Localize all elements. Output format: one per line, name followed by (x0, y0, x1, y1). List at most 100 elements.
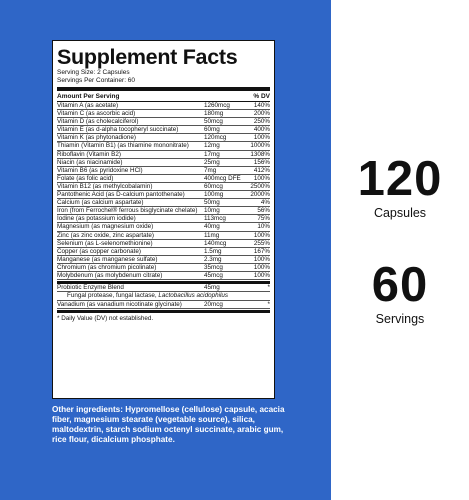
nutrient-name: Folate (as folic acid) (57, 174, 114, 182)
blend-components-italic: Lactobacillus acidophilus (158, 292, 229, 300)
nutrient-amount: 11mg (204, 231, 220, 239)
nutrient-dv: 400% (253, 126, 270, 134)
table-header: Amount Per Serving % DV (57, 92, 270, 101)
nutrient-name: Zinc (as zinc oxide, zinc aspartate) (57, 231, 154, 239)
nutrient-name: Manganese (as manganese sulfate) (57, 255, 158, 263)
vanadium-name: Vanadium (as vanadium nicotinate glycina… (57, 301, 182, 309)
nutrient-dv: 100% (253, 174, 270, 182)
facts-title: Supplement Facts (57, 45, 238, 69)
dv-header: % DV (253, 93, 270, 100)
nutrient-dv: 4% (260, 199, 270, 207)
nutrient-amount: 113mcg (204, 215, 226, 223)
nutrient-name: Niacin (as niacinamide) (57, 158, 123, 166)
nutrient-row: Riboflavin (Vitamin B2) 17mg 1308% (57, 151, 270, 159)
nutrient-amount: 45mcg (204, 271, 223, 279)
nutrient-amount: 140mcg (204, 239, 227, 247)
servings-count: 60 Servings (331, 259, 469, 327)
nutrient-row: Magnesium (as magnesium oxide) 40mg 10% (57, 223, 270, 232)
supplement-facts-panel: Supplement Facts Serving Size: 2 Capsule… (52, 40, 275, 399)
other-ingredients: Other ingredients: Hypromellose (cellulo… (52, 405, 285, 444)
nutrient-amount: 12mg (204, 142, 220, 150)
capsule-label: Capsules (373, 206, 427, 220)
nutrient-name: Vitamin E (as d-alpha tocopheryl succina… (57, 126, 179, 134)
vanadium-dv: * (267, 301, 270, 309)
blend-dv: * (267, 284, 270, 292)
nutrient-name: Vitamin D (as cholecalciferol) (57, 118, 139, 126)
nutrient-dv: 100% (253, 271, 270, 279)
nutrient-row: Iron (from Ferrochel® ferrous bisglycina… (57, 207, 270, 216)
nutrient-dv: 200% (253, 110, 270, 118)
nutrient-dv: 100% (253, 231, 270, 239)
nutrient-name: Selenium (as L-selenomethionine) (57, 239, 153, 247)
nutrient-amount: 17mg (204, 150, 220, 158)
nutrient-dv: 156% (253, 158, 270, 166)
nutrient-dv: 1000% (250, 142, 270, 150)
servings-per-container: Servings Per Container: 60 (57, 77, 136, 84)
nutrient-name: Vitamin B12 (as methylcobalamin) (57, 182, 153, 190)
nutrient-row: Calcium (as calcium aspartate) 50mg 4% (57, 199, 270, 208)
nutrient-amount: 60mg (204, 126, 220, 134)
nutrient-dv: 100% (253, 134, 270, 142)
nutrient-row: Vitamin A (as acetate) 1260mcg 140% (57, 102, 270, 111)
nutrient-row: Vitamin E (as d-alpha tocopheryl succina… (57, 126, 270, 135)
nutrient-row: Copper (as copper carbonate) 1.5mg 167% (57, 248, 270, 256)
nutrient-dv: 2500% (250, 182, 270, 190)
nutrient-amount: 1260mcg (204, 102, 230, 109)
nutrient-dv: 167% (253, 247, 270, 255)
serving-size: Serving Size: 2 Capsules (57, 69, 130, 76)
nutrient-amount: 10mg (204, 207, 220, 215)
nutrient-list: Vitamin A (as acetate) 1260mcg 140% Vitamin… (57, 102, 270, 281)
nutrient-amount: 2.3mg (204, 255, 222, 263)
nutrient-name: Magnesium (as magnesium oxide) (57, 223, 154, 231)
dv-footnote: * Daily Value (DV) not established. (57, 315, 154, 323)
nutrient-amount: 35mcg (204, 263, 223, 271)
nutrient-row: Molybdenum (as molybdenum citrate) 45mcg 1… (57, 271, 270, 281)
vanadium-amount: 20mcg (204, 301, 223, 309)
blend-row: Probiotic Enzyme Blend 45mg * (57, 284, 270, 293)
nutrient-dv: 10% (257, 223, 270, 231)
footer-divider (57, 310, 270, 314)
capsule-number: 120 (357, 152, 443, 206)
nutrient-name: Chromium (as chromium picolinate) (57, 263, 157, 271)
blend-amount: 45mg (204, 284, 220, 292)
nutrient-row: Folate (as folic acid) 400mcg DFE 100% (57, 175, 270, 183)
nutrient-amount: 1.5mg (204, 247, 222, 255)
nutrient-name: Riboflavin (Vitamin B2) (57, 150, 121, 158)
nutrient-amount: 100mg (204, 191, 224, 199)
nutrient-name: Pantothenic Acid (as D-calcium pantothen… (57, 191, 185, 199)
nutrient-row: Vitamin D (as cholecalciferol) 50mcg 250% (57, 118, 270, 127)
servings-label: Servings (375, 312, 425, 326)
nutrient-row: Thiamin (Vitamin B1) (as thiamine mononi… (57, 142, 270, 151)
nutrient-row: Vitamin C (as ascorbic acid) 180mg 200% (57, 110, 270, 119)
nutrient-name: Thiamin (Vitamin B1) (as thiamine mononi… (57, 142, 189, 150)
nutrient-row: Chromium (as chromium picolinate) 35mcg 10… (57, 264, 270, 272)
nutrient-name: Molybdenum (as molybdenum citrate) (57, 271, 163, 279)
nutrient-amount: 400mcg DFE (204, 174, 241, 182)
nutrient-row: Pantothenic Acid (as D-calcium pantothen… (57, 191, 270, 200)
nutrient-dv: 2000% (250, 191, 270, 199)
nutrient-dv: 1308% (250, 150, 270, 158)
nutrient-amount: 120mcg (204, 134, 227, 142)
nutrient-dv: 75% (257, 215, 270, 223)
nutrient-amount: 7mg (204, 166, 217, 174)
nutrient-row: Vitamin B12 (as methylcobalamin) 60mcg 250… (57, 182, 270, 192)
nutrient-name: Calcium (as calcium aspartate) (57, 199, 144, 207)
nutrient-amount: 50mcg (204, 118, 223, 126)
nutrient-row: Vitamin K (as phytonadione) 120mcg 100% (57, 134, 270, 143)
amount-header: Amount Per Serving (57, 93, 120, 100)
nutrient-dv: 140% (253, 102, 270, 109)
nutrient-row: Iodine (as potassium iodide) 113mcg 75% (57, 215, 270, 224)
header-divider (57, 101, 270, 102)
nutrient-amount: 60mcg (204, 182, 223, 190)
nutrient-row: Selenium (as L-selenomethionine) 140mcg 25… (57, 240, 270, 248)
nutrient-dv: 56% (257, 207, 270, 215)
nutrient-row: Vitamin B6 (as pyridoxine HCl) 7mg 412% (57, 167, 270, 175)
nutrient-amount: 25mg (204, 158, 220, 166)
capsule-count: 120 Capsules (331, 153, 469, 221)
nutrient-amount: 40mg (204, 223, 220, 231)
nutrient-row: Zinc (as zinc oxide, zinc aspartate) 11mg… (57, 232, 270, 240)
nutrient-dv: 250% (253, 118, 270, 126)
nutrient-name: Vitamin B6 (as pyridoxine HCl) (57, 166, 143, 174)
nutrient-row: Niacin (as niacinamide) 25mg 156% (57, 159, 270, 167)
blend-components: Fungal protease, fungal lactase, Lactoba… (57, 292, 270, 302)
